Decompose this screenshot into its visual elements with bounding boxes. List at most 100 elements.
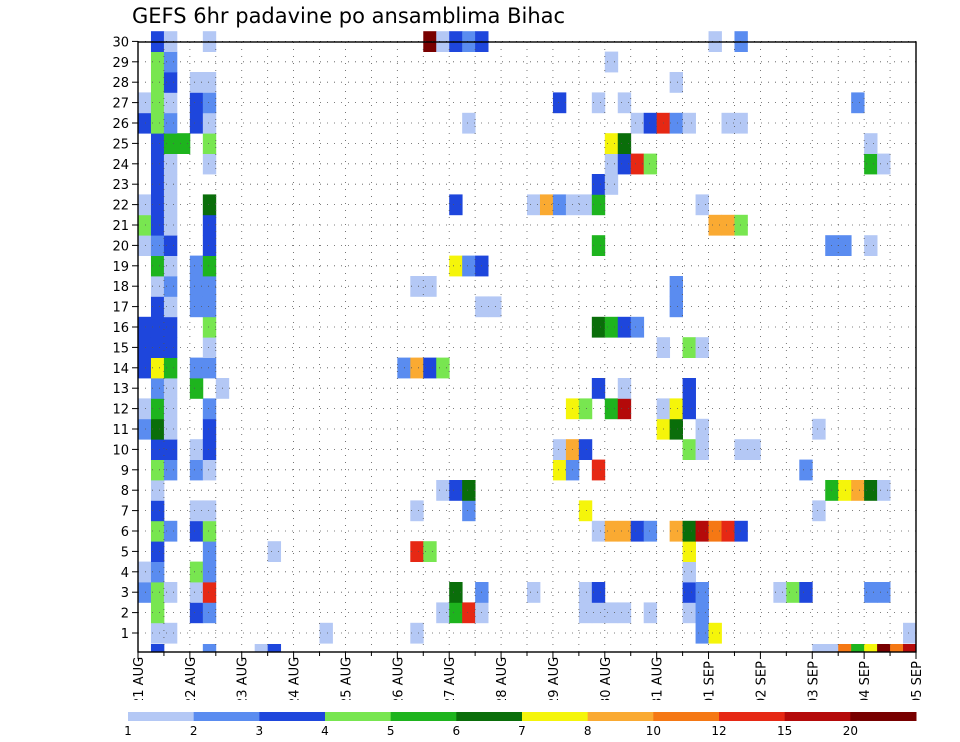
heatmap-cell — [150, 337, 165, 358]
x-tick-label: 25 AUG — [339, 657, 354, 700]
heatmap-cell — [150, 112, 165, 134]
heatmap-cell — [851, 480, 865, 501]
heatmap-cell — [202, 459, 217, 481]
heatmap-cell — [682, 582, 696, 603]
heatmap-cell — [591, 602, 606, 624]
heatmap-cell — [423, 276, 437, 297]
heatmap-cell — [202, 112, 217, 134]
strip-cell — [864, 644, 878, 652]
heatmap-cell — [189, 112, 204, 134]
heatmap-cell — [682, 520, 696, 542]
legend-label: 6 — [453, 724, 461, 738]
heatmap-cell — [150, 480, 165, 501]
heatmap-cell — [877, 153, 891, 175]
heatmap-cell — [150, 133, 165, 154]
x-tick-label: 21 AUG — [132, 657, 147, 700]
heatmap-cell — [138, 194, 152, 216]
legend-swatch — [193, 712, 260, 721]
y-tick-label: 20 — [112, 239, 129, 254]
heatmap-cell — [462, 500, 476, 522]
heatmap-cell — [669, 418, 683, 440]
heatmap-cell — [786, 582, 800, 603]
heatmap-cell — [163, 235, 178, 256]
heatmap-cell — [643, 520, 658, 542]
y-tick-label: 11 — [112, 423, 129, 438]
x-tick-label: 31 AUG — [651, 657, 666, 700]
y-tick-label: 8 — [121, 484, 129, 499]
y-tick-label: 19 — [112, 260, 129, 275]
y-tick-label: 25 — [112, 137, 129, 152]
heatmap-cell — [682, 561, 696, 583]
heatmap-cell — [812, 418, 826, 440]
legend-label: 5 — [387, 724, 395, 738]
legend-swatch — [587, 712, 654, 721]
heatmap-cell — [410, 357, 424, 379]
heatmap-cell — [202, 582, 217, 603]
heatmap-cell — [150, 235, 165, 256]
strip-cell — [812, 644, 826, 652]
heatmap-cell — [449, 582, 463, 603]
heatmap-cell — [682, 602, 696, 624]
heatmap-cell — [163, 194, 178, 216]
legend-swatch — [719, 712, 786, 721]
heatmap-cell — [864, 235, 878, 256]
heatmap-cell — [630, 112, 645, 134]
heatmap-cell — [591, 316, 606, 338]
heatmap-cell — [410, 622, 424, 644]
legend-label: 7 — [518, 724, 526, 738]
heatmap-cell — [591, 194, 606, 216]
heatmap-cell — [163, 51, 178, 73]
heatmap-cell — [721, 112, 735, 134]
heatmap-cell — [462, 255, 476, 277]
color-legend: 1 2 3 4 5 6 7 8 10 12 15 20 — [124, 712, 917, 738]
strip-cell — [877, 644, 891, 652]
heatmap-cell — [202, 92, 217, 114]
heatmap-cell — [591, 92, 606, 114]
y-tick-label: 2 — [121, 607, 129, 622]
heatmap-cell — [189, 72, 204, 93]
heatmap-cell — [604, 602, 619, 624]
heatmap-cell — [643, 602, 658, 624]
legend-label: 3 — [256, 724, 264, 738]
heatmap-cell — [708, 520, 722, 542]
heatmap-cell — [202, 235, 217, 256]
heatmap-cell — [150, 398, 165, 420]
y-tick-label: 18 — [112, 280, 129, 295]
strip-cell — [202, 644, 217, 652]
heatmap-cell — [163, 72, 178, 93]
x-tick-label: 04 SEP — [858, 661, 873, 700]
legend-label: 12 — [711, 724, 726, 738]
heatmap-cell — [669, 296, 683, 318]
legend-label: 20 — [843, 724, 858, 738]
heatmap-cell — [163, 459, 178, 481]
legend-swatch — [128, 712, 195, 721]
heatmap-cell — [150, 622, 165, 644]
heatmap-cell — [617, 602, 632, 624]
heatmap-cell — [150, 174, 165, 195]
strip-cell — [254, 644, 269, 652]
heatmap-cell — [202, 561, 217, 583]
heatmap-cell — [877, 582, 891, 603]
heatmap-cell — [436, 602, 450, 624]
heatmap-cell — [163, 92, 178, 114]
heatmap-cell — [838, 480, 852, 501]
heatmap-cell — [202, 133, 217, 154]
heatmap-cell — [202, 398, 217, 420]
heatmap-cell — [176, 133, 191, 154]
heatmap-cell — [138, 418, 152, 440]
y-tick-label: 4 — [121, 566, 129, 581]
legend-swatch — [522, 712, 589, 721]
heatmap-cell — [695, 439, 709, 460]
heatmap-cell — [604, 153, 619, 175]
heatmap-cell — [734, 214, 748, 236]
heatmap-cell — [189, 500, 204, 522]
heatmap-cell — [163, 296, 178, 318]
heatmap-cell — [604, 398, 619, 420]
heatmap-cell — [202, 72, 217, 93]
x-tick-label: 29 AUG — [547, 657, 562, 700]
heatmap-cell — [150, 316, 165, 338]
heatmap-cell — [202, 214, 217, 236]
heatmap-cell — [150, 602, 165, 624]
heatmap-cell — [617, 133, 632, 154]
heatmap-cell — [150, 51, 165, 73]
